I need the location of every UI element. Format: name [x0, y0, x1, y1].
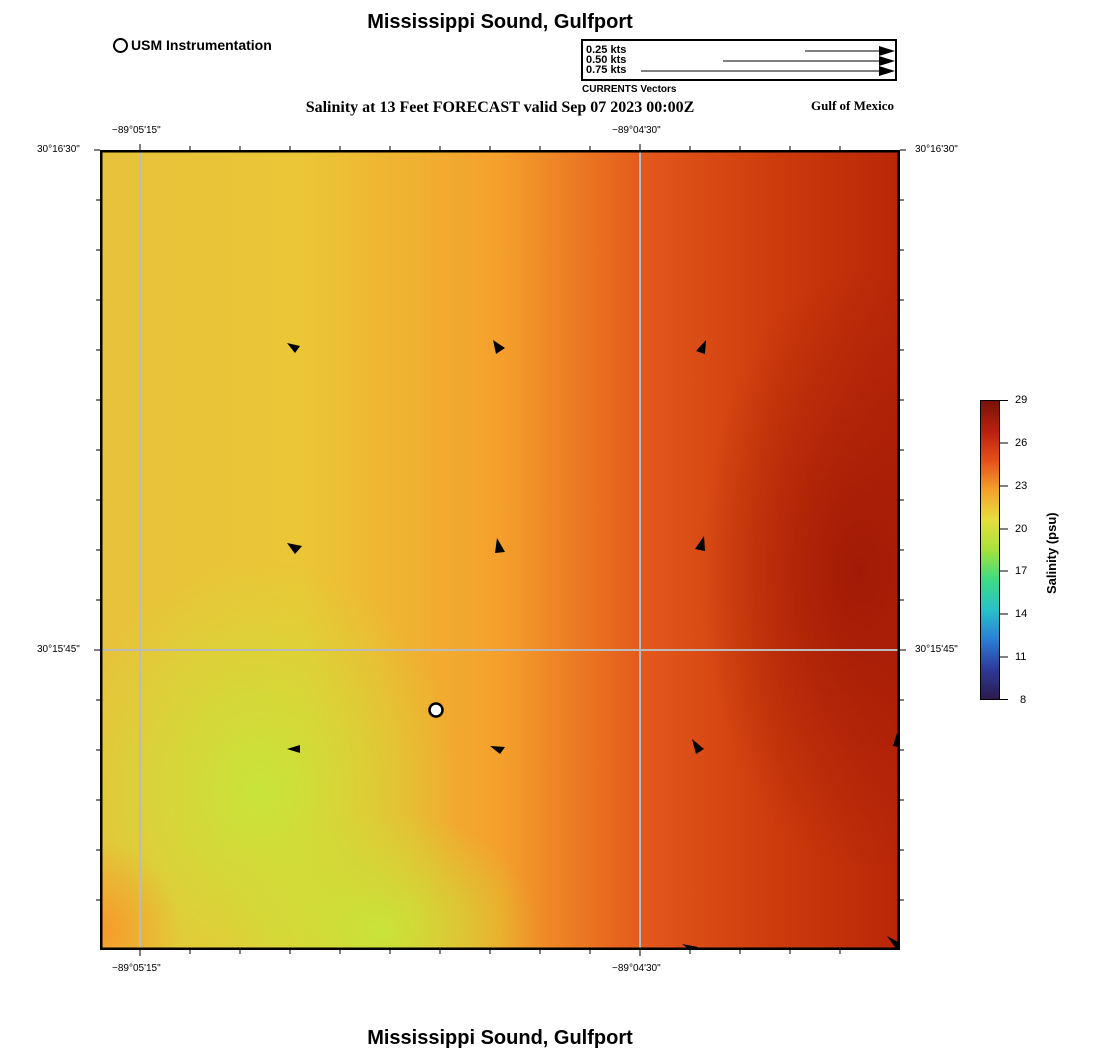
- current-vector: [887, 936, 900, 950]
- current-vector: [287, 343, 300, 353]
- colorbar-tick-26: 26: [1015, 437, 1028, 449]
- colorbar-tick-8: 8: [1020, 694, 1027, 706]
- lat-label-left-1: 30°16'30": [37, 144, 80, 155]
- lon-label-bottom-2: −89°04'30": [612, 963, 661, 974]
- current-vector: [493, 340, 505, 354]
- station-legend: USM Instrumentation: [113, 37, 272, 53]
- vectors-caption: CURRENTS Vectors: [582, 84, 677, 95]
- vector-scale-arrowhead-3: [879, 66, 895, 76]
- current-vector: [490, 746, 505, 754]
- lat-label-left-2: 30°15'45": [37, 644, 80, 655]
- colorbar-title: Salinity (psu): [1044, 512, 1059, 594]
- current-vector: [695, 536, 705, 551]
- salinity-map: [94, 144, 906, 956]
- vector-scale-arrowhead-2: [879, 56, 895, 66]
- vector-scale-label-2: 0.50 kts: [586, 54, 627, 66]
- current-vector: [287, 745, 300, 753]
- salinity-colorbar: [980, 400, 1000, 700]
- vector-scale-arrows: [641, 46, 895, 76]
- salinity-field: [100, 150, 900, 950]
- current-vector: [696, 340, 706, 354]
- lat-label-right-1: 30°16'30": [915, 144, 958, 155]
- current-vector: [495, 538, 505, 553]
- colorbar-tick-23: 23: [1015, 480, 1028, 492]
- station-marker-icon: [113, 37, 128, 53]
- colorbar-ticks: [1000, 400, 1010, 700]
- gulf-label: Gulf of Mexico: [811, 98, 895, 113]
- lon-label-top-2: −89°04'30": [612, 125, 661, 136]
- vector-scale-label-1: 0.25 kts: [586, 44, 627, 56]
- vector-scale-legend: 0.25 kts 0.50 kts 0.75 kts: [581, 39, 897, 81]
- map-title: Mississippi Sound, Gulfport: [367, 11, 633, 33]
- vector-scale-label-3: 0.75 kts: [586, 64, 627, 76]
- map-footer-title: Mississippi Sound, Gulfport: [367, 1027, 633, 1049]
- vector-scale-arrowhead-1: [879, 46, 895, 56]
- colorbar-tick-11: 11: [1015, 651, 1027, 663]
- lon-label-top-1: −89°05'15": [112, 125, 161, 136]
- lon-label-bottom-1: −89°05'15": [112, 963, 161, 974]
- station-legend-label: USM Instrumentation: [131, 37, 272, 53]
- lat-label-right-2: 30°15'45": [915, 644, 958, 655]
- map-subtitle: Salinity at 13 Feet FORECAST valid Sep 0…: [305, 99, 695, 116]
- colorbar-tick-17: 17: [1015, 565, 1028, 577]
- map-border: [100, 150, 900, 950]
- current-vector: [287, 543, 302, 554]
- colorbar-tick-29: 29: [1015, 394, 1028, 406]
- colorbar-tick-14: 14: [1015, 608, 1028, 620]
- current-vector: [692, 739, 704, 754]
- colorbar-tick-20: 20: [1015, 523, 1028, 535]
- station-marker: [428, 702, 444, 718]
